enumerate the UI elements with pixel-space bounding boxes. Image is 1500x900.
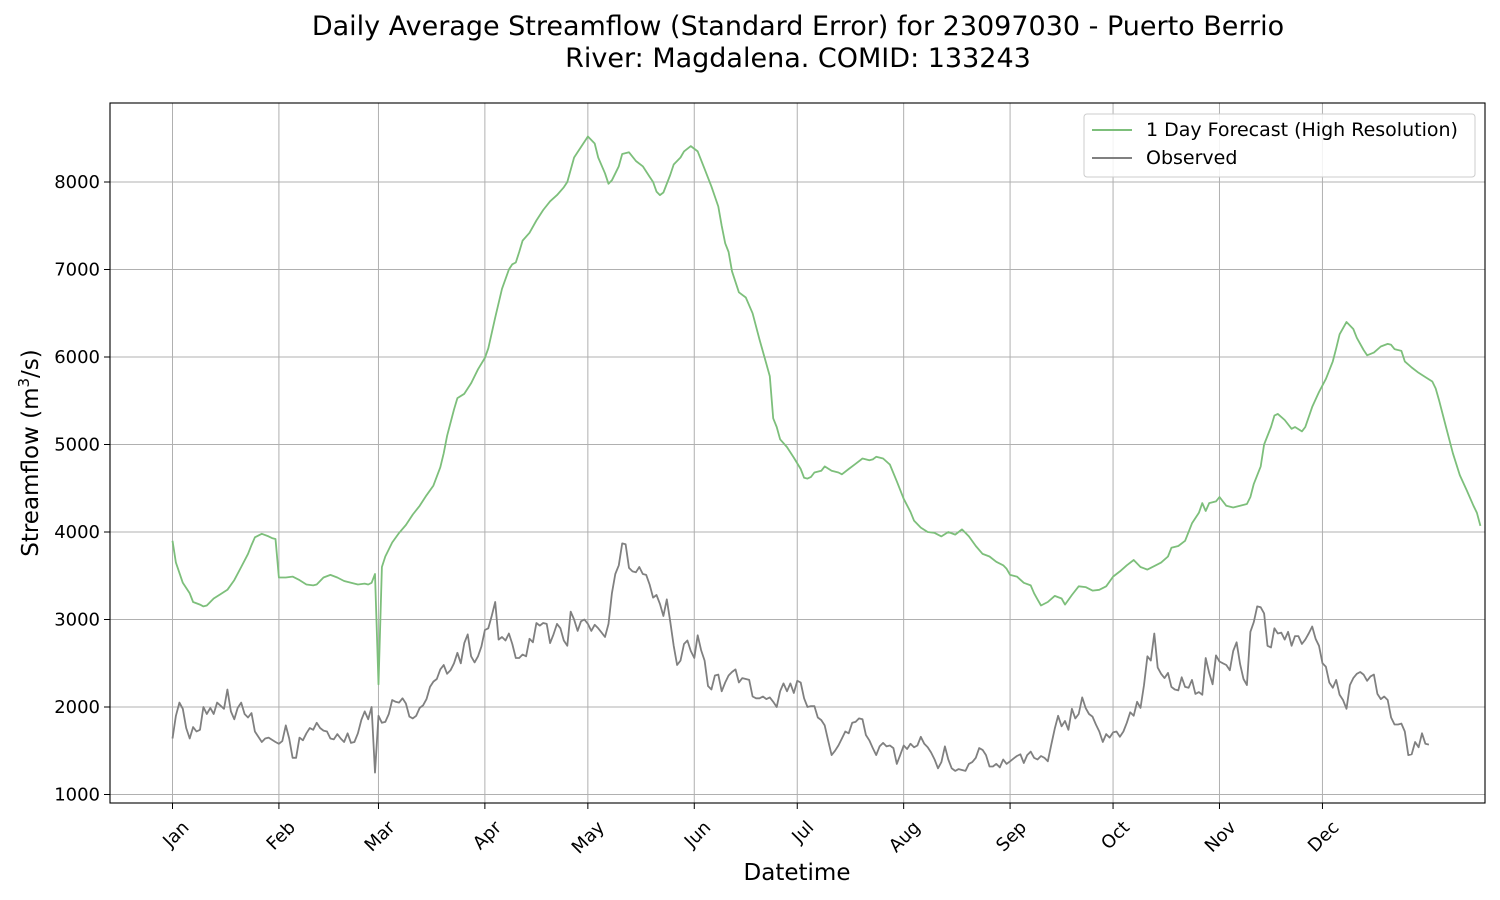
chart-title-line-1: Daily Average Streamflow (Standard Error… xyxy=(311,11,1285,42)
y-tick-label-5000: 5000 xyxy=(54,435,100,456)
x-axis-label: Datetime xyxy=(744,860,851,886)
y-axis-label: Streamflow (m3/s) xyxy=(15,349,44,557)
legend: 1 Day Forecast (High Resolution) Observe… xyxy=(1083,113,1476,178)
y-tick-label-1000: 1000 xyxy=(54,785,100,806)
forecast-line xyxy=(171,135,1482,686)
legend-label-forecast: 1 Day Forecast (High Resolution) xyxy=(1146,119,1458,141)
x-tick-label-aug: Aug xyxy=(885,817,925,857)
y-tick-label-8000: 8000 xyxy=(54,172,100,193)
x-tick-label-may: May xyxy=(568,817,609,858)
legend-label-observed: Observed xyxy=(1146,147,1237,169)
y-tick-label-3000: 3000 xyxy=(54,610,100,631)
x-tick-label-jan: Jan xyxy=(158,817,193,852)
x-tick-label-apr: Apr xyxy=(469,817,506,854)
x-tick-label-jun: Jun xyxy=(680,817,715,852)
x-tick-label-dec: Dec xyxy=(1304,817,1343,856)
x-tick-label-oct: Oct xyxy=(1097,817,1134,854)
grid-lines xyxy=(110,103,1485,803)
y-tick-label-7000: 7000 xyxy=(54,260,100,281)
axis-ticks: Jan Feb Mar Apr May Jun Jul Aug Sep Oct Nov Dec 1000… xyxy=(54,172,1343,858)
chart-title-line-2: River: Magdalena. COMID: 133243 xyxy=(565,43,1031,74)
x-tick-label-feb: Feb xyxy=(263,817,300,854)
y-tick-label-4000: 4000 xyxy=(54,522,100,543)
x-tick-label-sep: Sep xyxy=(992,817,1031,856)
observed-line xyxy=(171,542,1430,774)
x-tick-label-mar: Mar xyxy=(361,817,400,856)
y-tick-label-2000: 2000 xyxy=(54,697,100,718)
x-tick-label-nov: Nov xyxy=(1201,817,1241,857)
legend-box xyxy=(1083,113,1476,178)
series-lines xyxy=(171,135,1482,774)
y-tick-label-6000: 6000 xyxy=(54,347,100,368)
x-tick-label-jul: Jul xyxy=(787,817,818,848)
